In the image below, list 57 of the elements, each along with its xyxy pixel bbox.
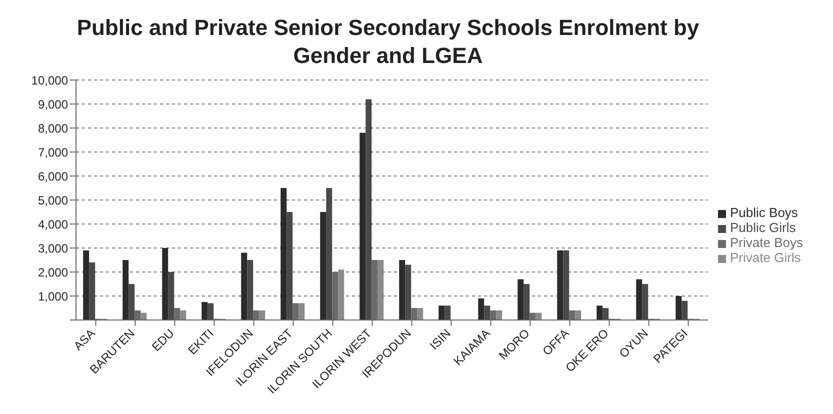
chart-title: Public and Private Senior Secondary Schools Enrolment by Gender and LGEA (76, 14, 700, 70)
bar (399, 260, 406, 320)
bar (241, 252, 248, 320)
legend-label: Private Girls (730, 250, 801, 265)
bar (596, 306, 603, 320)
bar (676, 296, 682, 320)
bar (180, 310, 186, 320)
bar (602, 308, 609, 320)
bar (162, 248, 168, 320)
bar (360, 132, 366, 320)
bar (202, 302, 208, 320)
bar (122, 260, 129, 320)
bar (417, 308, 424, 320)
bar (642, 284, 648, 320)
bar (563, 250, 570, 320)
bar (444, 306, 451, 320)
bar (518, 279, 524, 320)
bar (478, 298, 484, 320)
bar (320, 212, 326, 320)
bar (286, 212, 293, 320)
y-tick-label: 7,000 (38, 145, 68, 160)
y-tick-label: 2,000 (38, 265, 68, 280)
bar (168, 272, 174, 320)
bar (405, 264, 412, 320)
bar (259, 310, 266, 320)
bar (524, 284, 530, 320)
y-tick-label: 9,000 (38, 97, 68, 112)
bar (366, 99, 372, 320)
bar (338, 270, 344, 320)
bar (536, 312, 542, 320)
legend-label: Public Boys (730, 205, 798, 220)
bar (140, 312, 147, 320)
bar (636, 279, 642, 320)
bar (496, 310, 502, 320)
bar (89, 262, 96, 320)
bar (128, 284, 135, 320)
bar (247, 260, 254, 320)
bar (280, 188, 287, 320)
y-tick-label: 1,000 (38, 289, 68, 304)
bar (326, 188, 332, 320)
bar (484, 306, 490, 320)
bar (208, 303, 214, 320)
bar (298, 303, 305, 320)
legend-label: Public Girls (730, 220, 796, 235)
bar (682, 300, 688, 320)
y-tick-label: 10,000 (31, 73, 68, 88)
bar (575, 310, 582, 320)
bar (378, 260, 384, 320)
y-tick-label: 6,000 (38, 169, 68, 184)
bar (557, 250, 564, 320)
y-tick-label: 5,000 (38, 193, 68, 208)
y-tick-label: 8,000 (38, 121, 68, 136)
legend-label: Private Boys (730, 235, 803, 250)
bar (83, 250, 90, 320)
bar (438, 306, 445, 320)
y-tick-label: 4,000 (38, 217, 68, 232)
y-tick-label: 3,000 (38, 241, 68, 256)
